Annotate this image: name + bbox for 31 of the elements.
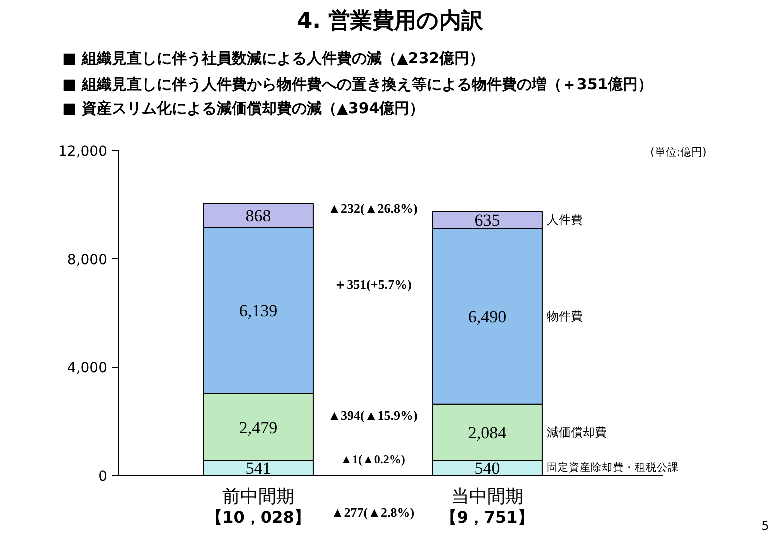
series-label: 人件費 <box>547 213 584 228</box>
data-label: 2,084 <box>468 424 508 443</box>
x-tick-label: 前中間期 <box>222 486 294 508</box>
data-label: 635 <box>474 211 500 230</box>
total-label: 【9，751】 <box>441 508 534 527</box>
text: ▲277(▲2.8%) <box>331 505 415 520</box>
annotation: (単位:億円) <box>650 146 707 159</box>
data-label: 540 <box>474 459 500 478</box>
annotation: ▲1(▲0.2%) <box>340 452 406 466</box>
annotation: ＋351(+5.7%) <box>334 277 412 292</box>
y-tick-label: 12,000 <box>58 144 108 160</box>
data-label: 6,139 <box>239 302 278 321</box>
y-tick-label: 8,000 <box>67 252 108 268</box>
total-label: 【10，028】 <box>206 508 310 527</box>
text: ■ 資産スリム化による減価償却費の減（▲394億円） <box>62 100 425 118</box>
annotation: ▲232(▲26.8%) <box>328 201 418 216</box>
series-label: 物件費 <box>547 310 584 324</box>
y-tick-label: 0 <box>98 469 108 485</box>
text: 5 <box>762 519 770 533</box>
chart-title: 4. 営業費用の内訳 <box>297 9 485 34</box>
annotation: ▲394(▲15.9%) <box>328 408 418 423</box>
series-label: 固定資産除却費・租税公課 <box>547 461 680 474</box>
series-label: 減価償却費 <box>547 426 608 440</box>
data-label: 2,479 <box>239 418 278 438</box>
data-label: 541 <box>246 459 272 478</box>
text: ■ 組織見直しに伴う社員数減による人件費の減（▲232億円） <box>62 50 485 68</box>
text: ■ 組織見直しに伴う人件費から物件費への置き換え等による物件費の増（＋351億円） <box>62 76 654 94</box>
data-label: 6,490 <box>468 308 507 327</box>
data-label: 868 <box>246 206 272 226</box>
y-tick-label: 4,000 <box>67 360 108 377</box>
x-tick-label: 当中間期 <box>452 486 524 508</box>
